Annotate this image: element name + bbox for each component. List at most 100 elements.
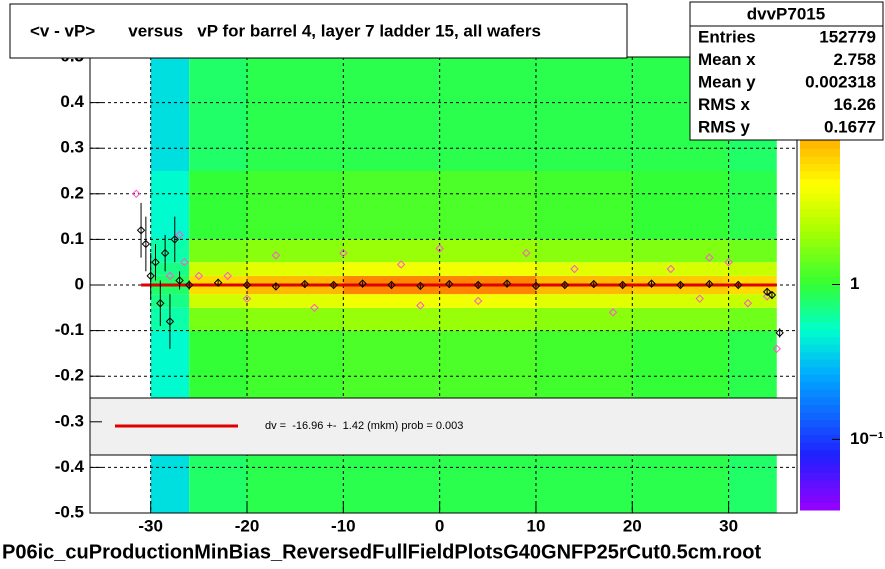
palette-step — [800, 464, 840, 473]
profile-marker — [705, 279, 714, 289]
heat-cell — [728, 262, 777, 276]
y-tick-label: -0.3 — [55, 411, 84, 430]
heat-cell — [439, 294, 536, 308]
heat-cell — [343, 307, 440, 331]
point-marker — [762, 292, 772, 301]
stats-box — [689, 1, 884, 141]
profile-marker — [213, 278, 223, 287]
stats-label: Mean x — [698, 50, 756, 69]
palette-step — [800, 140, 840, 149]
point-marker — [396, 260, 406, 269]
heat-cell — [632, 307, 729, 331]
point-marker — [522, 248, 531, 258]
heat-cell — [247, 262, 344, 276]
point-marker — [724, 257, 733, 267]
profile-marker — [445, 279, 454, 289]
heat-cell — [247, 330, 344, 399]
y-tick-label: -0.5 — [55, 502, 84, 521]
x-tick-label: -20 — [235, 516, 260, 535]
profile-marker — [473, 280, 483, 290]
point-marker — [271, 251, 281, 260]
profile-marker — [329, 280, 338, 290]
palette-step — [800, 487, 840, 496]
stats-label: RMS x — [698, 95, 751, 114]
palette-step — [800, 223, 840, 232]
profile-marker — [141, 239, 151, 249]
point-marker — [180, 257, 189, 267]
profile-marker — [242, 280, 252, 290]
profile-marker — [151, 257, 160, 267]
profile-marker — [416, 281, 425, 291]
file-name: P06ic_cuProductionMinBias_ReversedFullFi… — [2, 541, 761, 563]
point-marker — [310, 303, 319, 313]
profile-marker — [271, 282, 281, 291]
z-tick-label: 10⁻¹ — [850, 429, 884, 448]
palette-step — [800, 321, 840, 330]
x-tick-label: -30 — [138, 516, 163, 535]
profile-marker — [762, 287, 772, 297]
profile-marker — [160, 248, 170, 258]
palette-step — [800, 359, 840, 368]
palette-step — [800, 412, 840, 421]
palette-step — [800, 284, 840, 293]
heat-cell — [728, 330, 777, 399]
point-marker — [695, 294, 704, 303]
heat-cell — [343, 294, 440, 308]
point-marker — [175, 230, 184, 240]
heat-cell — [189, 57, 248, 171]
heat-cell — [439, 239, 536, 263]
stats-label: Mean y — [698, 72, 756, 91]
palette-step — [800, 155, 840, 164]
heat-cell — [343, 330, 440, 399]
heat-cell — [189, 307, 248, 331]
heat-cell — [189, 294, 248, 308]
x-tick-label: -10 — [331, 516, 356, 535]
palette-step — [800, 193, 840, 202]
y-tick-label: -0.4 — [55, 457, 85, 476]
palette-step — [800, 231, 840, 240]
profile-marker — [775, 328, 784, 338]
point-marker — [608, 308, 618, 317]
palette-step — [800, 216, 840, 225]
profile-marker — [358, 279, 367, 288]
heat-cell — [728, 171, 777, 240]
palette-step — [800, 178, 840, 187]
profile-marker — [165, 317, 175, 326]
palette-step — [800, 238, 840, 247]
heat-cell — [150, 57, 190, 171]
stats-value: 2.758 — [833, 50, 876, 69]
profile-marker — [767, 290, 777, 300]
point-marker — [416, 301, 425, 310]
point-marker — [666, 264, 676, 274]
profile-marker — [175, 276, 184, 285]
x-tick-label: 10 — [527, 516, 546, 535]
palette-step — [800, 427, 840, 436]
palette-step — [800, 163, 840, 172]
heat-cell — [189, 239, 248, 263]
profile-marker — [589, 279, 598, 289]
heat-cell — [189, 330, 248, 399]
palette-step — [800, 208, 840, 217]
palette-step — [800, 261, 840, 270]
palette-step — [800, 329, 840, 338]
stats-title: dvvP7015 — [747, 4, 825, 23]
palette-step — [800, 381, 840, 390]
heat-cell — [343, 57, 440, 171]
profile-marker — [647, 279, 656, 288]
profile-marker — [300, 279, 310, 289]
heat-cell — [150, 171, 190, 240]
palette-step — [800, 186, 840, 195]
palette-step — [800, 276, 840, 285]
palette-step — [800, 246, 840, 255]
heat-cell — [343, 262, 440, 276]
point-marker — [772, 344, 781, 354]
point-marker — [570, 264, 579, 274]
stats-value: 152779 — [819, 27, 876, 46]
profile-marker — [185, 280, 194, 290]
palette-step — [800, 472, 840, 481]
heat-cell — [535, 171, 633, 240]
y-tick-label: 0.3 — [60, 138, 84, 157]
heat-cell — [632, 171, 729, 240]
point-marker — [223, 271, 232, 281]
palette-step — [800, 449, 840, 458]
